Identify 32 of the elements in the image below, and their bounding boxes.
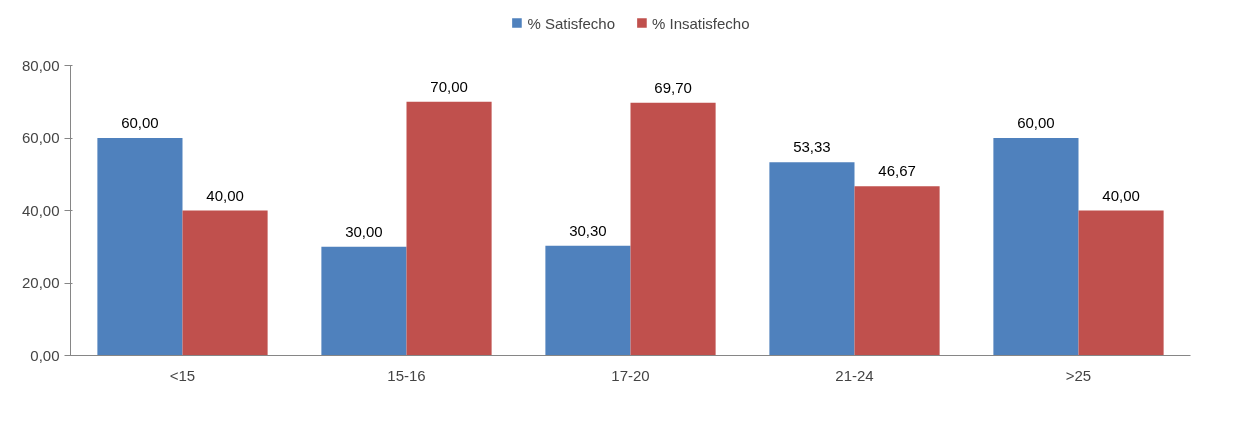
x-tick-label: >25: [1065, 366, 1092, 384]
data-label: 60,00: [1017, 114, 1055, 131]
y-tick-label: 40,00: [21, 201, 60, 219]
legend-label: % Insatisfecho: [651, 14, 750, 31]
y-tick-label: 0,00: [30, 346, 60, 364]
data-label: 40,00: [1102, 186, 1140, 204]
y-tick-label: 20,00: [21, 274, 60, 291]
data-label: 60,00: [121, 114, 159, 131]
data-label: 30,30: [569, 221, 607, 239]
bar: [406, 101, 492, 356]
data-label: 40,00: [206, 186, 244, 204]
data-label: 30,00: [345, 222, 383, 240]
bar: [1078, 210, 1164, 356]
y-tick-label: 60,00: [21, 129, 60, 146]
bar: [182, 210, 268, 356]
bar: [769, 162, 855, 356]
x-tick-label: 17-20: [611, 366, 650, 384]
bar: [854, 186, 940, 356]
bar: [321, 246, 407, 356]
bar: [993, 138, 1079, 356]
legend-label: % Satisfecho: [527, 14, 615, 31]
x-tick-label: 15-16: [387, 366, 426, 384]
y-tick-label: 80,00: [21, 56, 60, 74]
data-label: 53,33: [793, 138, 831, 156]
data-label: 69,70: [654, 78, 692, 96]
bar: [545, 245, 631, 356]
data-label: 46,67: [878, 162, 916, 180]
x-tick-label: <15: [169, 366, 196, 384]
bar: [630, 102, 716, 356]
data-label: 70,00: [430, 77, 468, 95]
x-tick-label: 21-24: [835, 366, 874, 384]
bar: [97, 138, 183, 356]
